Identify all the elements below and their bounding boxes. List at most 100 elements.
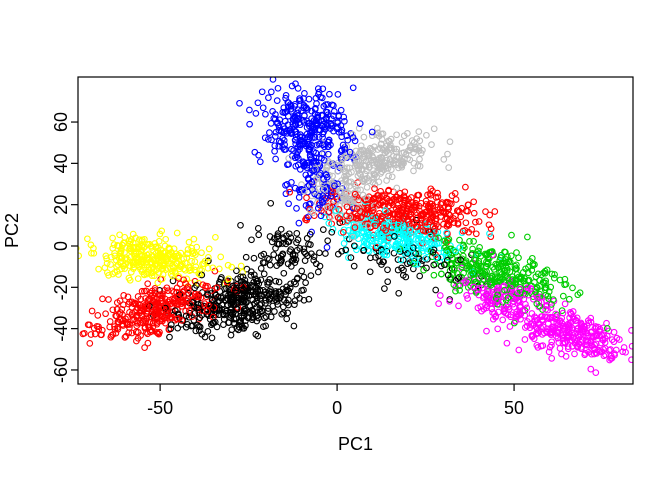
data-point: [475, 291, 483, 299]
data-point: [298, 267, 306, 275]
data-point: [167, 325, 175, 333]
data-point: [161, 242, 169, 250]
data-point: [270, 235, 278, 242]
data-point: [337, 188, 344, 196]
data-point: [350, 242, 358, 250]
data-point: [138, 237, 145, 245]
data-point: [155, 310, 163, 317]
data-point: [299, 140, 307, 148]
data-point: [234, 298, 241, 306]
data-point: [134, 275, 142, 282]
data-point: [393, 184, 401, 192]
data-point: [293, 130, 301, 138]
data-point: [282, 190, 290, 198]
data-point: [341, 117, 348, 125]
data-point: [442, 243, 449, 251]
data-point: [252, 331, 260, 338]
data-point: [125, 320, 132, 328]
data-point: [456, 286, 463, 294]
data-point: [330, 112, 337, 120]
data-point: [458, 255, 466, 263]
data-point: [307, 132, 314, 139]
data-point: [141, 344, 148, 351]
data-point: [274, 84, 282, 92]
data-point: [606, 356, 613, 364]
data-point: [369, 178, 377, 186]
data-point: [497, 251, 505, 259]
data-point: [382, 227, 389, 234]
data-point: [184, 295, 192, 302]
data-point: [150, 272, 158, 280]
data-point: [147, 326, 155, 334]
data-point: [256, 295, 264, 303]
data-point: [308, 115, 315, 122]
data-point: [254, 332, 262, 340]
data-point: [425, 205, 433, 213]
data-point: [384, 165, 392, 172]
data-point: [565, 295, 573, 303]
data-point: [537, 313, 545, 321]
data-point: [480, 270, 488, 278]
data-point: [274, 301, 281, 308]
data-point: [292, 140, 300, 148]
data-point: [259, 104, 267, 112]
data-point: [341, 146, 348, 153]
data-point: [121, 233, 129, 241]
data-point: [373, 124, 381, 132]
data-point: [339, 155, 347, 162]
data-point: [548, 355, 556, 362]
data-point: [543, 301, 551, 309]
data-point: [106, 318, 114, 325]
data-point: [215, 311, 223, 318]
data-point: [472, 251, 480, 259]
data-point: [343, 132, 351, 140]
data-point: [458, 263, 466, 271]
data-point: [238, 286, 245, 294]
data-point: [456, 282, 464, 290]
data-point: [126, 240, 134, 248]
data-point: [416, 155, 423, 163]
data-point: [590, 344, 598, 351]
data-point: [509, 276, 516, 283]
data-point: [334, 183, 341, 191]
data-point: [156, 328, 163, 336]
data-point: [212, 233, 219, 241]
data-point: [233, 267, 240, 275]
data-point: [165, 244, 173, 252]
data-point: [351, 224, 359, 231]
data-point: [262, 110, 269, 118]
data-point: [188, 248, 196, 255]
data-point: [148, 287, 156, 295]
data-point: [266, 261, 274, 269]
data-point: [169, 272, 176, 280]
data-point: [113, 299, 121, 306]
data-point: [302, 171, 310, 179]
data-point: [258, 307, 266, 315]
data-point: [342, 176, 349, 184]
data-point: [134, 328, 142, 336]
data-point: [355, 196, 363, 204]
data-point: [273, 298, 281, 305]
data-point: [360, 238, 368, 246]
data-point: [378, 140, 385, 148]
data-point: [484, 255, 492, 263]
data-point: [305, 135, 312, 143]
data-point: [592, 332, 599, 340]
data-point: [158, 275, 166, 283]
data-point: [435, 234, 442, 242]
data-point: [353, 205, 361, 213]
data-point: [205, 245, 213, 253]
data-point: [199, 260, 206, 268]
data-point: [461, 244, 468, 251]
data-point: [98, 331, 105, 339]
data-point: [301, 162, 308, 169]
data-point: [352, 154, 360, 162]
data-point: [619, 348, 627, 356]
data-point: [117, 254, 125, 262]
data-point: [208, 287, 215, 294]
data-point: [515, 346, 523, 354]
data-point: [334, 214, 342, 222]
data-point: [502, 256, 510, 263]
data-point: [305, 213, 312, 221]
data-point: [406, 156, 414, 164]
